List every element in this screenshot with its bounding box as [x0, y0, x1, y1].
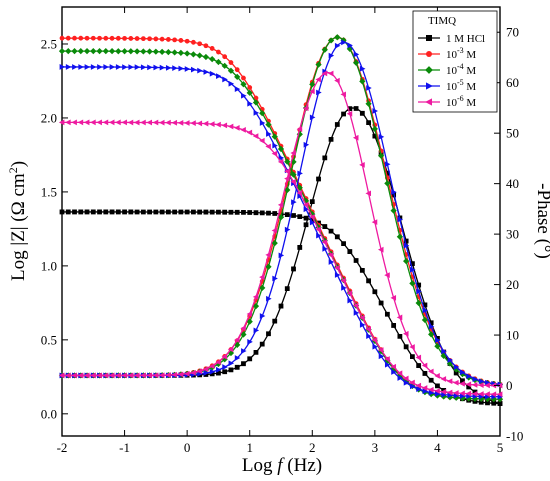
legend-label: 1 M HCl	[446, 33, 485, 45]
legend-label: 10-5 M	[446, 78, 476, 93]
legend-item-3: 10-4 M	[418, 62, 476, 77]
axes-frame-group	[61, 6, 501, 437]
y-right-tick-label: 40	[506, 176, 519, 191]
legend-marker	[426, 51, 432, 57]
legend-label: 10-3 M	[446, 46, 476, 61]
legend-label: 10-6 M	[446, 94, 476, 109]
y-left-tick-label: 2.0	[41, 110, 57, 125]
legend-label: 10-4 M	[446, 62, 476, 77]
legend-marker	[426, 35, 432, 41]
series-group	[58, 34, 504, 407]
legend-marker	[426, 82, 433, 90]
y-right-tick-label: 0	[506, 378, 513, 393]
y-axis-right-title: -Phase (°)	[533, 183, 550, 259]
x-tick-label: 4	[434, 440, 441, 455]
x-tick-label: 3	[372, 440, 379, 455]
legend-item-4: 10-5 M	[418, 78, 476, 93]
modulus-markers	[59, 64, 504, 400]
x-tick-label: -2	[57, 440, 68, 455]
y-axis-left-title: Log |Z| (Ω cm2)	[6, 161, 29, 281]
x-tick-label: 1	[246, 440, 253, 455]
legend-box	[412, 10, 498, 113]
y-right-tick-label: 70	[506, 25, 519, 40]
x-axis-title: Log f (Hz)	[242, 455, 322, 476]
legend-marker	[425, 66, 433, 74]
modulus-fit-line	[61, 66, 501, 398]
y-left-tick-label: 1.5	[41, 184, 57, 199]
plot-frame	[61, 6, 501, 437]
y-right-tick-label: -10	[506, 429, 523, 444]
y-right-tick-label: 10	[506, 328, 519, 343]
y-left-tick-label: 2.5	[41, 36, 57, 51]
y-right-tick-label: 30	[506, 227, 519, 242]
x-tick-label: -1	[119, 440, 130, 455]
phase-markers	[59, 34, 503, 387]
legend-marker	[425, 98, 432, 106]
legend-item-1: 1 M HCl	[418, 33, 485, 45]
x-tick-label: 5	[497, 440, 504, 455]
legend-item-5: 10-6 M	[418, 94, 476, 109]
tick-group: -2 -1 0 1 2 3 4 50.00.51.01.52.02.5-10010203040…	[41, 7, 523, 455]
legend-item-2: 10-3 M	[418, 46, 476, 61]
series-5	[58, 70, 503, 398]
y-right-tick-label: 20	[506, 277, 519, 292]
y-left-tick-label: 0.5	[41, 332, 57, 347]
y-right-tick-label: 60	[506, 75, 519, 90]
y-right-tick-label: 50	[506, 126, 519, 141]
x-tick-label: 2	[309, 440, 316, 455]
y-left-tick-label: 0.0	[41, 406, 57, 421]
y-left-tick-label: 1.0	[41, 258, 57, 273]
x-tick-label: 0	[184, 440, 191, 455]
legend-title: TIMQ	[428, 15, 456, 27]
phase-fit-line	[62, 72, 501, 387]
